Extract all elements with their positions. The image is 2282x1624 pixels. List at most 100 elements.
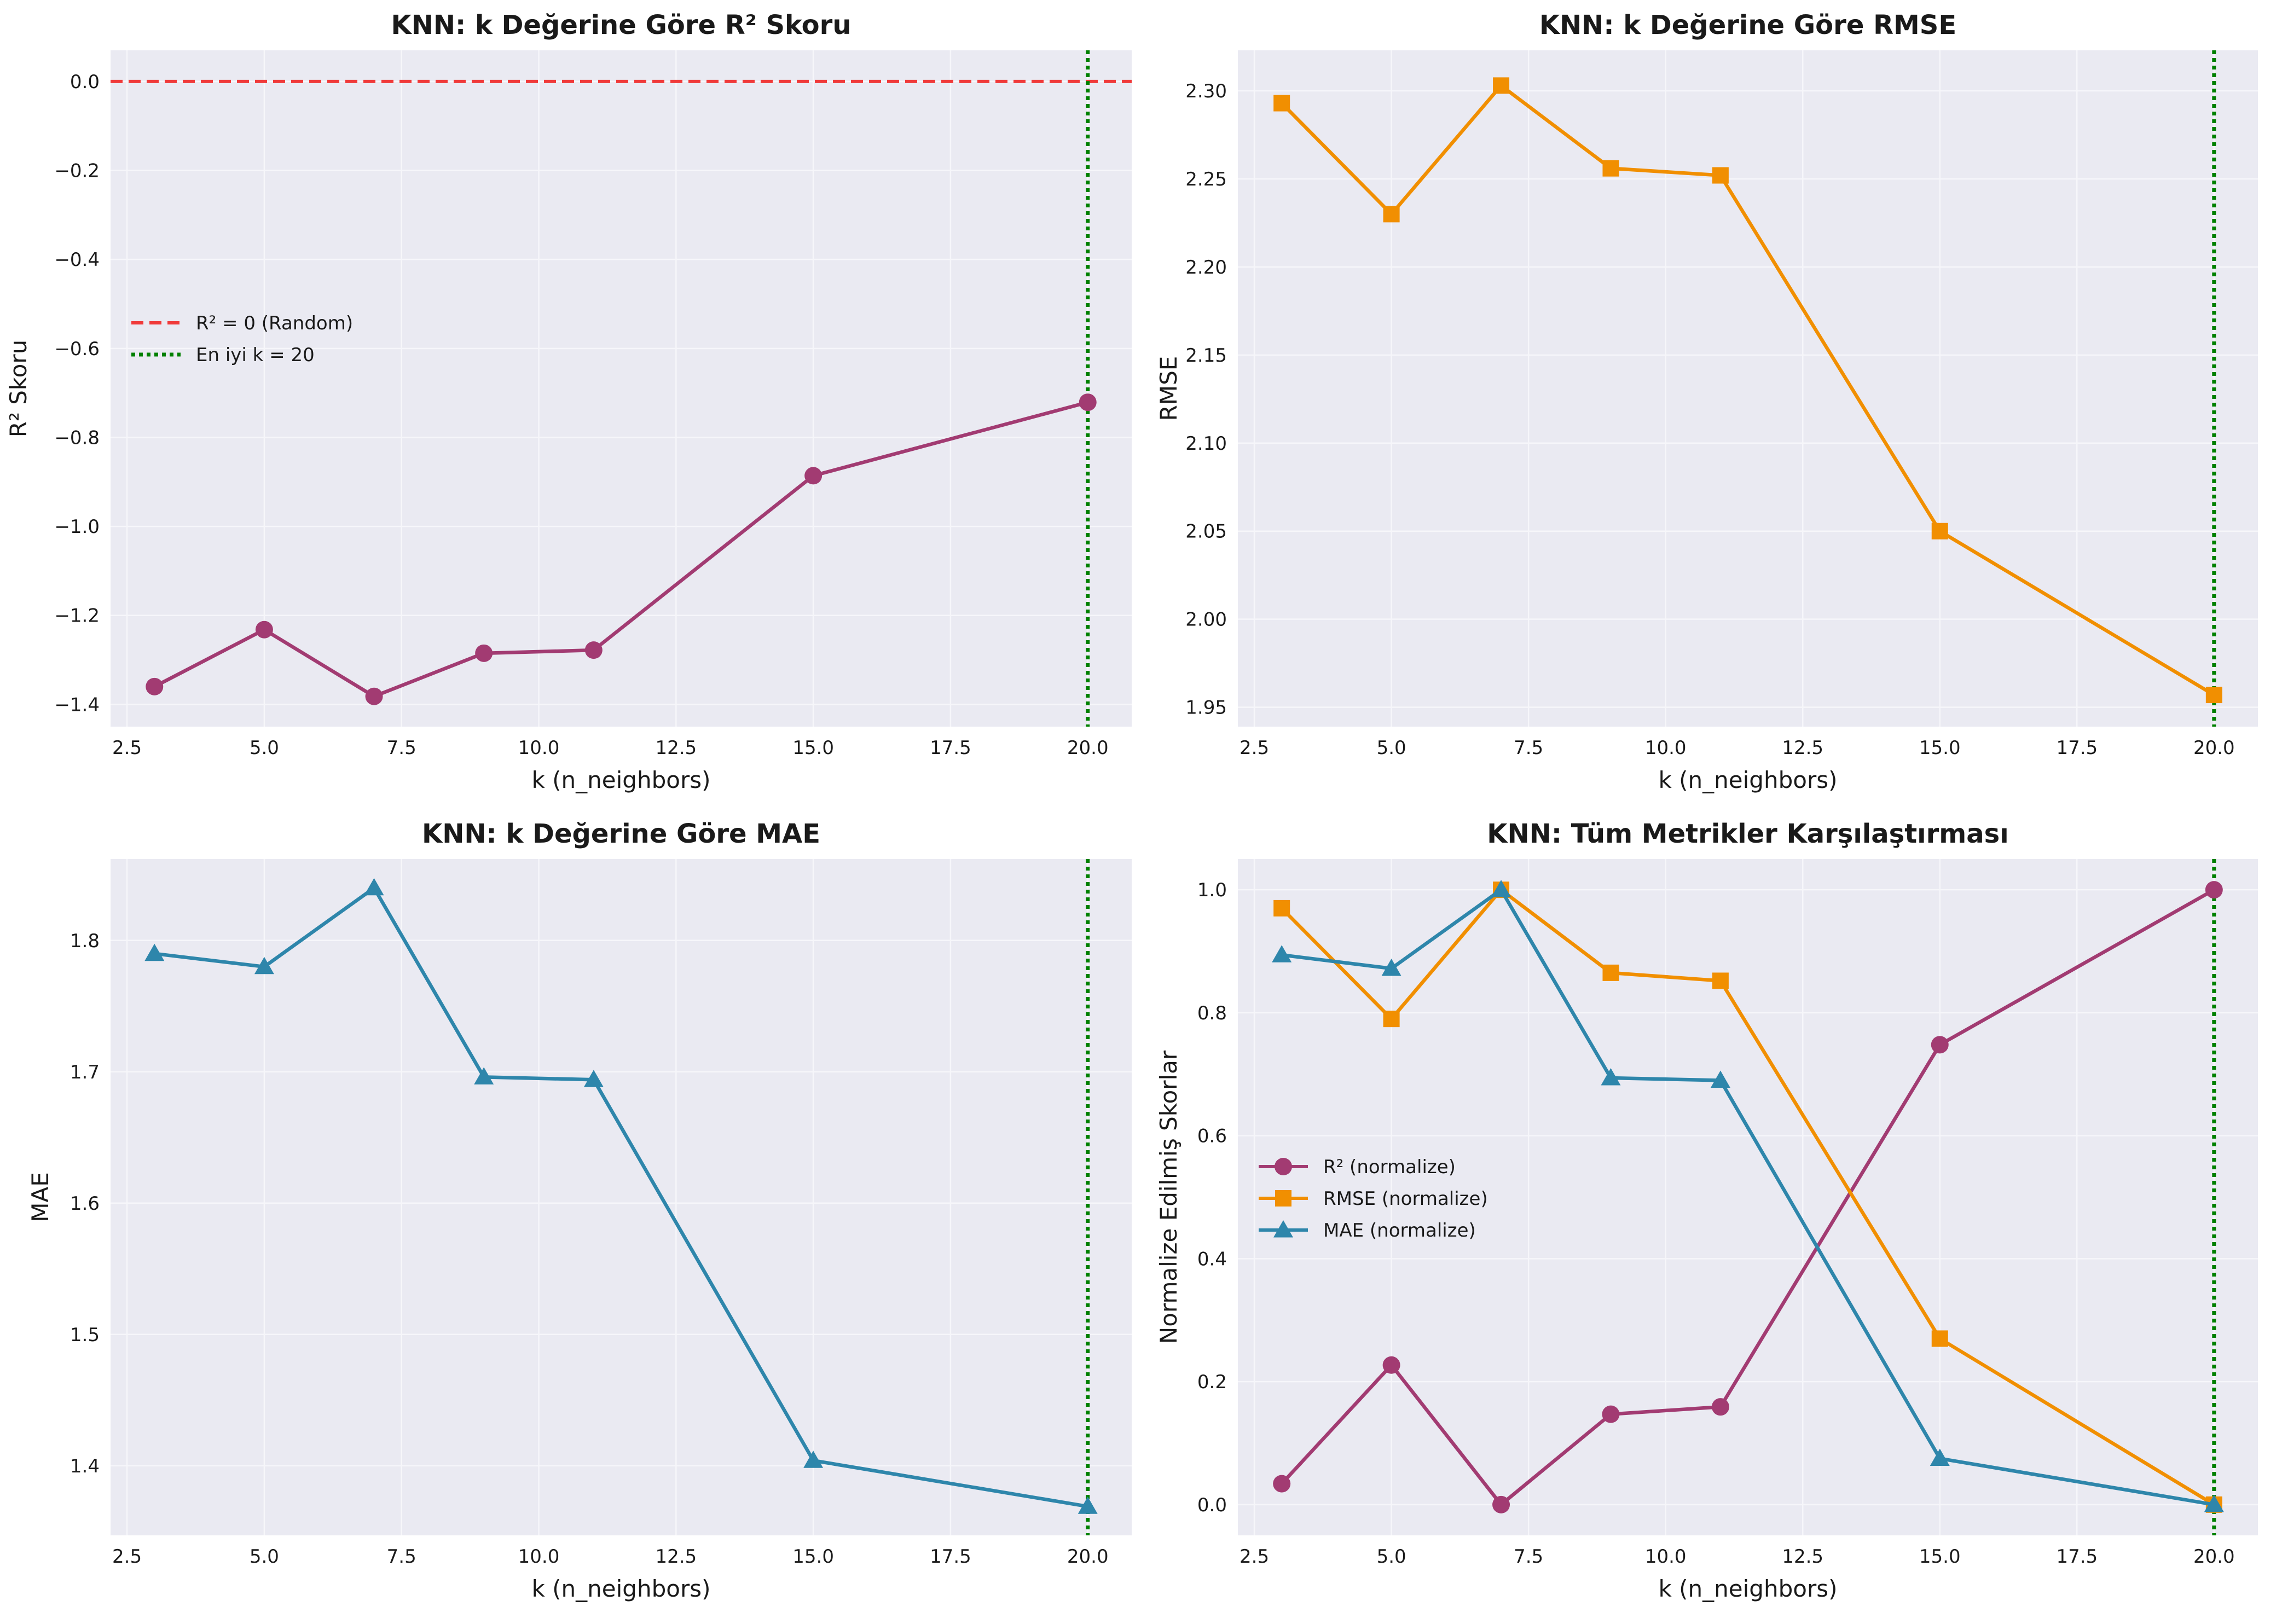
x-tick-label: 7.5 [1514, 737, 1543, 759]
data-point [2205, 687, 2222, 704]
x-tick-label: 20.0 [2193, 737, 2235, 759]
y-tick-label: 1.0 [1197, 879, 1227, 901]
chart-title: KNN: Tüm Metrikler Karşılaştırması [1487, 819, 2008, 849]
chart-panel-1: 2.5 5.0 7.5 10.0 12.5 15.0 17.5 20.0 −1.4 −1.2 −1.… [5, 10, 1132, 793]
legend-item: R² (normalize) [1259, 1156, 1456, 1178]
y-tick-label: −1.2 [54, 605, 100, 627]
legend-item: En iyi k = 20 [131, 344, 315, 366]
y-tick-label: 2.15 [1185, 345, 1227, 367]
data-point [146, 677, 164, 695]
x-tick-label: 7.5 [387, 737, 416, 759]
series-1 [1273, 881, 2223, 1513]
legend: R² (normalize) RMSE (normalize) MAE (norma… [1259, 1156, 1488, 1242]
x-tick-label: 5.0 [1377, 737, 1406, 759]
x-axis-label: k (n_neighbors) [1659, 767, 1838, 793]
chart-panel-2: 2.5 5.0 7.5 10.0 12.5 15.0 17.5 20.0 1.95 2.00 2.0… [1155, 10, 2258, 793]
data-point [804, 467, 823, 485]
x-tick-label: 12.5 [655, 737, 697, 759]
data-point [1931, 523, 1948, 540]
x-tick-label: 15.0 [1919, 1546, 1961, 1568]
legend-marker [1273, 1220, 1293, 1238]
y-tick-label: 1.4 [70, 1455, 100, 1477]
data-layer [144, 859, 1098, 1535]
data-point [1491, 880, 1511, 897]
chart-panel-3: 2.5 5.0 7.5 10.0 12.5 15.0 17.5 20.0 1.4 1.5 1.6 1.… [27, 819, 1132, 1602]
y-tick-label: −1.0 [54, 516, 100, 538]
y-tick-label: 2.20 [1185, 257, 1227, 279]
data-point [1712, 167, 1729, 184]
x-tick-label: 2.5 [1240, 737, 1269, 759]
legend-item: MAE (normalize) [1259, 1220, 1476, 1242]
x-tick-label: 17.5 [930, 1546, 971, 1568]
y-tick-label: 1.6 [70, 1193, 100, 1215]
x-axis-label: k (n_neighbors) [532, 1575, 711, 1602]
legend-item: R² = 0 (Random) [131, 312, 353, 334]
y-tick-label: 0.0 [70, 71, 100, 93]
legend-marker [1275, 1158, 1292, 1175]
y-tick-label: 0.2 [1197, 1371, 1227, 1393]
y-tick-label: 1.95 [1185, 697, 1227, 719]
data-point [254, 956, 274, 975]
plot-area [1238, 50, 2258, 727]
data-point [1711, 1398, 1729, 1416]
x-tick-label: 10.0 [1645, 1546, 1687, 1568]
x-tick-label: 20.0 [1067, 737, 1109, 759]
plot-area [1238, 859, 2258, 1535]
y-tick-label: −0.2 [54, 160, 100, 182]
plot-area [111, 859, 1132, 1535]
x-axis-label: k (n_neighbors) [532, 767, 711, 793]
data-layer [1273, 50, 2222, 727]
x-tick-label: 5.0 [1377, 1546, 1406, 1568]
data-point [255, 620, 273, 639]
y-axis-label: R² Skoru [5, 340, 32, 437]
x-tick-label: 10.0 [1645, 737, 1687, 759]
data-point [1383, 1011, 1400, 1028]
series-1 [144, 878, 1098, 1514]
data-point [144, 943, 165, 961]
data-point [1710, 1070, 1730, 1088]
x-tick-label: 5.0 [250, 1546, 279, 1568]
data-point [2204, 1494, 2224, 1512]
x-tick-label: 12.5 [1782, 737, 1823, 759]
y-tick-label: 2.25 [1185, 169, 1227, 190]
data-point [1931, 1036, 1949, 1054]
y-tick-label: 2.10 [1185, 433, 1227, 455]
x-tick-label: 12.5 [1782, 1546, 1823, 1568]
data-point [475, 644, 493, 662]
chart-title: KNN: k Değerine Göre R² Skoru [391, 10, 852, 40]
data-point [1079, 393, 1097, 411]
x-tick-label: 5.0 [250, 737, 279, 759]
data-point [2205, 881, 2223, 899]
data-point [474, 1067, 494, 1084]
legend-label: R² = 0 (Random) [196, 312, 353, 334]
data-point [1381, 959, 1401, 976]
y-tick-label: 0.8 [1197, 1002, 1227, 1024]
x-tick-label: 17.5 [930, 737, 971, 759]
data-point [1492, 1495, 1510, 1513]
grid [111, 50, 1132, 727]
legend-label: R² (normalize) [1323, 1156, 1456, 1178]
x-tick-label: 7.5 [1514, 1546, 1543, 1568]
chart-title: KNN: k Değerine Göre RMSE [1539, 10, 1956, 40]
y-tick-label: 2.30 [1185, 80, 1227, 102]
chart-panel-4: 2.5 5.0 7.5 10.0 12.5 15.0 17.5 20.0 0.0 0.2 0.4 0.… [1155, 819, 2258, 1602]
data-point [1602, 160, 1619, 177]
legend-marker [1275, 1190, 1291, 1207]
series-1 [1273, 77, 2222, 704]
data-point [1601, 1068, 1621, 1086]
data-point [1382, 1356, 1400, 1374]
series-3 [1272, 880, 2224, 1512]
x-tick-label: 15.0 [792, 1546, 834, 1568]
y-tick-label: −0.4 [54, 249, 100, 271]
y-tick-label: 2.00 [1185, 609, 1227, 631]
y-tick-label: 1.8 [70, 930, 100, 952]
data-point [1493, 77, 1510, 94]
data-point [1273, 900, 1290, 917]
data-point [1273, 1475, 1291, 1493]
legend: R² = 0 (Random) En iyi k = 20 [131, 312, 353, 366]
data-point [364, 878, 384, 896]
x-tick-label: 15.0 [792, 737, 834, 759]
y-tick-label: −0.8 [54, 427, 100, 449]
data-point [1272, 945, 1292, 962]
data-point [1273, 95, 1290, 112]
